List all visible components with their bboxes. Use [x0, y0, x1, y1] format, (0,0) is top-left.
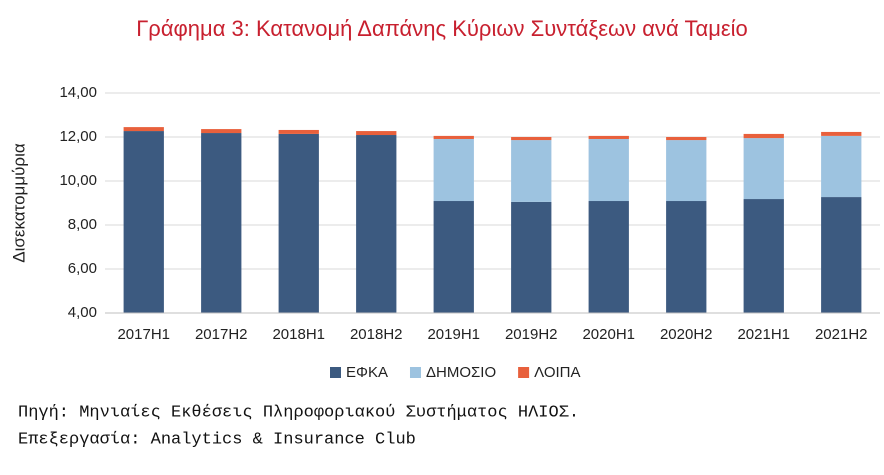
bar-segment — [201, 129, 242, 134]
legend-label: ΕΦΚΑ — [346, 364, 388, 381]
bar-segment — [511, 137, 552, 141]
x-tick-label: 2017H2 — [195, 326, 248, 343]
legend-swatch — [330, 367, 341, 378]
legend-label: ΛΟΙΠΑ — [534, 364, 580, 381]
bar-segment — [743, 133, 784, 139]
bar-segment — [123, 127, 164, 132]
y-tick-label: 10,00 — [59, 172, 97, 189]
bar-segment — [588, 135, 629, 139]
bar-segment — [743, 138, 784, 200]
y-axis-label: Δισεκατομμύρια — [9, 143, 28, 263]
x-tick-label: 2020H1 — [582, 326, 635, 343]
y-tick-label: 12,00 — [59, 128, 97, 145]
legend-swatch — [518, 367, 530, 378]
bar-segment — [588, 138, 629, 202]
bar-segment — [821, 135, 862, 198]
source-line: Επεξεργασία: Analytics & Insurance Club — [18, 430, 416, 449]
x-tick-label: 2021H1 — [737, 326, 790, 343]
bar-segment — [433, 201, 474, 313]
bar-segment — [666, 201, 707, 313]
bar-segment — [666, 140, 707, 202]
y-tick-label: 14,00 — [59, 84, 97, 101]
bar-segment — [201, 133, 242, 313]
bar-segment — [123, 131, 164, 313]
legend-swatch — [409, 367, 421, 378]
x-tick-label: 2019H1 — [427, 326, 480, 343]
bar-segment — [278, 129, 319, 134]
x-tick-label: 2021H2 — [815, 326, 868, 343]
x-tick-label: 2019H2 — [505, 326, 558, 343]
bar-segment — [433, 138, 474, 202]
bar-segment — [356, 135, 397, 313]
bar-segment — [511, 140, 552, 202]
bar-segment — [821, 131, 862, 136]
bar-segment — [743, 199, 784, 313]
chart-title: Γράφημα 3: Κατανομή Δαπάνης Κύριων Συντά… — [136, 16, 748, 41]
legend-label: ΔΗΜΟΣΙΟ — [426, 364, 496, 381]
x-tick-label: 2017H1 — [117, 326, 170, 343]
bar-segment — [821, 197, 862, 313]
bar-segment — [278, 133, 319, 313]
y-tick-label: 8,00 — [68, 216, 97, 233]
y-tick-label: 4,00 — [68, 304, 97, 321]
x-tick-label: 2018H2 — [350, 326, 403, 343]
y-tick-label: 6,00 — [68, 260, 97, 277]
x-tick-label: 2020H2 — [660, 326, 713, 343]
x-tick-label: 2018H1 — [272, 326, 325, 343]
bar-segment — [433, 135, 474, 139]
bar-segment — [666, 137, 707, 141]
bar-segment — [511, 201, 552, 313]
bar-segment — [356, 131, 397, 136]
source-line: Πηγή: Μηνιαίες Εκθέσεις Πληροφοριακού Συ… — [18, 403, 579, 422]
bar-segment — [588, 201, 629, 313]
